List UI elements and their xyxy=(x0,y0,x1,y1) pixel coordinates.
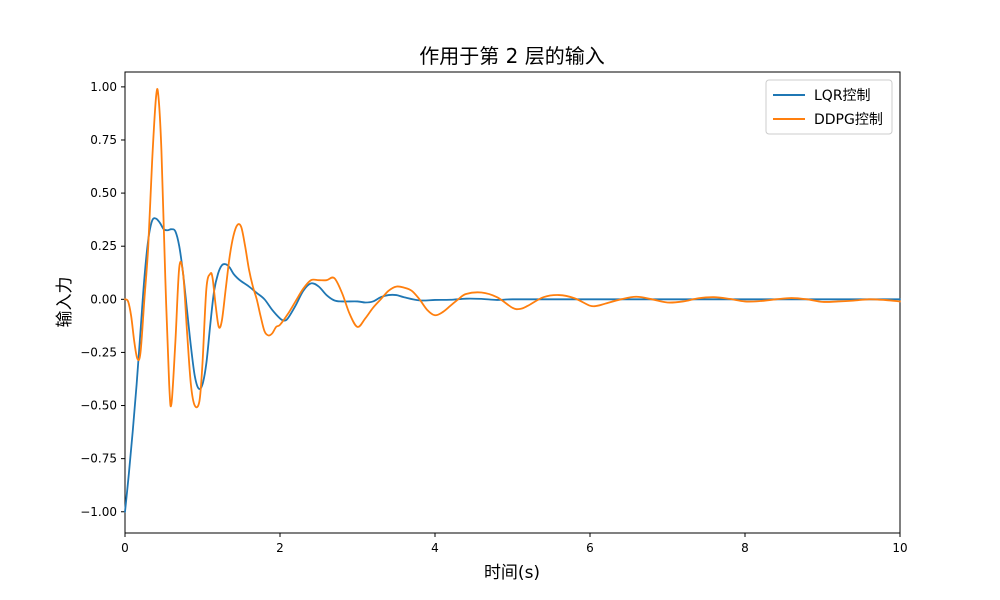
x-tick-label: 10 xyxy=(892,541,907,555)
x-tick-label: 2 xyxy=(276,541,284,555)
legend-label: LQR控制 xyxy=(814,88,871,104)
legend: LQR控制 DDPG控制 xyxy=(765,79,893,135)
x-axis: 0 2 4 6 8 10 xyxy=(121,533,908,555)
y-tick-label: 1.00 xyxy=(90,80,117,94)
y-tick-label: −0.75 xyxy=(80,452,117,466)
y-tick-label: 0.00 xyxy=(90,292,117,306)
y-tick-label: −0.50 xyxy=(80,399,117,413)
y-tick-label: −0.25 xyxy=(80,345,117,359)
series-line-lqr xyxy=(124,217,901,513)
y-axis: −1.00 −0.75 −0.50 −0.25 0.00 0.25 0.50 0.75 1.00 xyxy=(80,80,125,519)
y-tick-label: −1.00 xyxy=(80,505,117,519)
legend-box xyxy=(765,79,893,135)
chart-title: 作用于第 2 层的输入 xyxy=(419,44,604,68)
x-axis-title: 时间(s) xyxy=(484,563,540,583)
legend-label: DDPG控制 xyxy=(814,112,883,128)
x-tick-label: 6 xyxy=(586,541,594,555)
y-tick-label: 0.25 xyxy=(90,239,117,253)
x-tick-label: 8 xyxy=(741,541,749,555)
plot-area xyxy=(124,71,901,534)
y-tick-label: 0.75 xyxy=(90,133,117,147)
y-axis-title: 输入力 xyxy=(55,277,75,328)
series-line-ddpg xyxy=(124,88,901,409)
plot-frame xyxy=(124,71,901,534)
y-tick-label: 0.50 xyxy=(90,186,117,200)
series-lines xyxy=(124,88,901,513)
x-tick-label: 0 xyxy=(121,541,129,555)
x-tick-label: 4 xyxy=(431,541,439,555)
